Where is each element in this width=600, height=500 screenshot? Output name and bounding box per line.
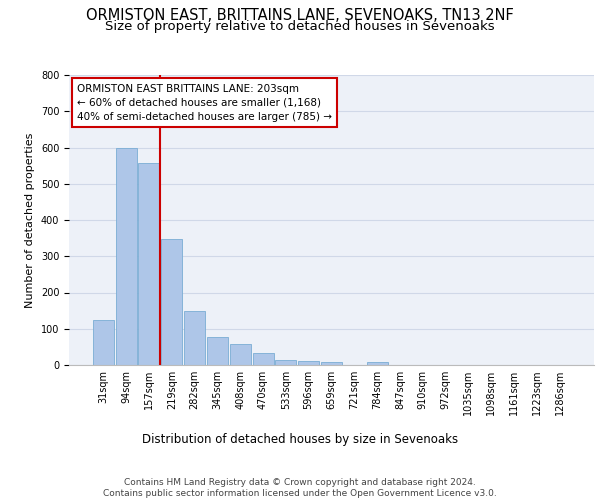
Bar <box>230 344 251 365</box>
Bar <box>253 353 274 365</box>
Bar <box>321 362 342 365</box>
Text: Contains HM Land Registry data © Crown copyright and database right 2024.
Contai: Contains HM Land Registry data © Crown c… <box>103 478 497 498</box>
Text: Size of property relative to detached houses in Sevenoaks: Size of property relative to detached ho… <box>105 20 495 33</box>
Bar <box>298 360 319 365</box>
Bar <box>161 239 182 365</box>
Y-axis label: Number of detached properties: Number of detached properties <box>25 132 35 308</box>
Bar <box>184 310 205 365</box>
Bar <box>367 362 388 365</box>
Bar <box>139 163 160 365</box>
Text: Distribution of detached houses by size in Sevenoaks: Distribution of detached houses by size … <box>142 432 458 446</box>
Bar <box>275 360 296 365</box>
Bar <box>93 320 114 365</box>
Bar <box>116 148 137 365</box>
Text: ORMISTON EAST BRITTAINS LANE: 203sqm
← 60% of detached houses are smaller (1,168: ORMISTON EAST BRITTAINS LANE: 203sqm ← 6… <box>77 84 332 122</box>
Bar <box>207 337 228 365</box>
Text: ORMISTON EAST, BRITTAINS LANE, SEVENOAKS, TN13 2NF: ORMISTON EAST, BRITTAINS LANE, SEVENOAKS… <box>86 8 514 22</box>
